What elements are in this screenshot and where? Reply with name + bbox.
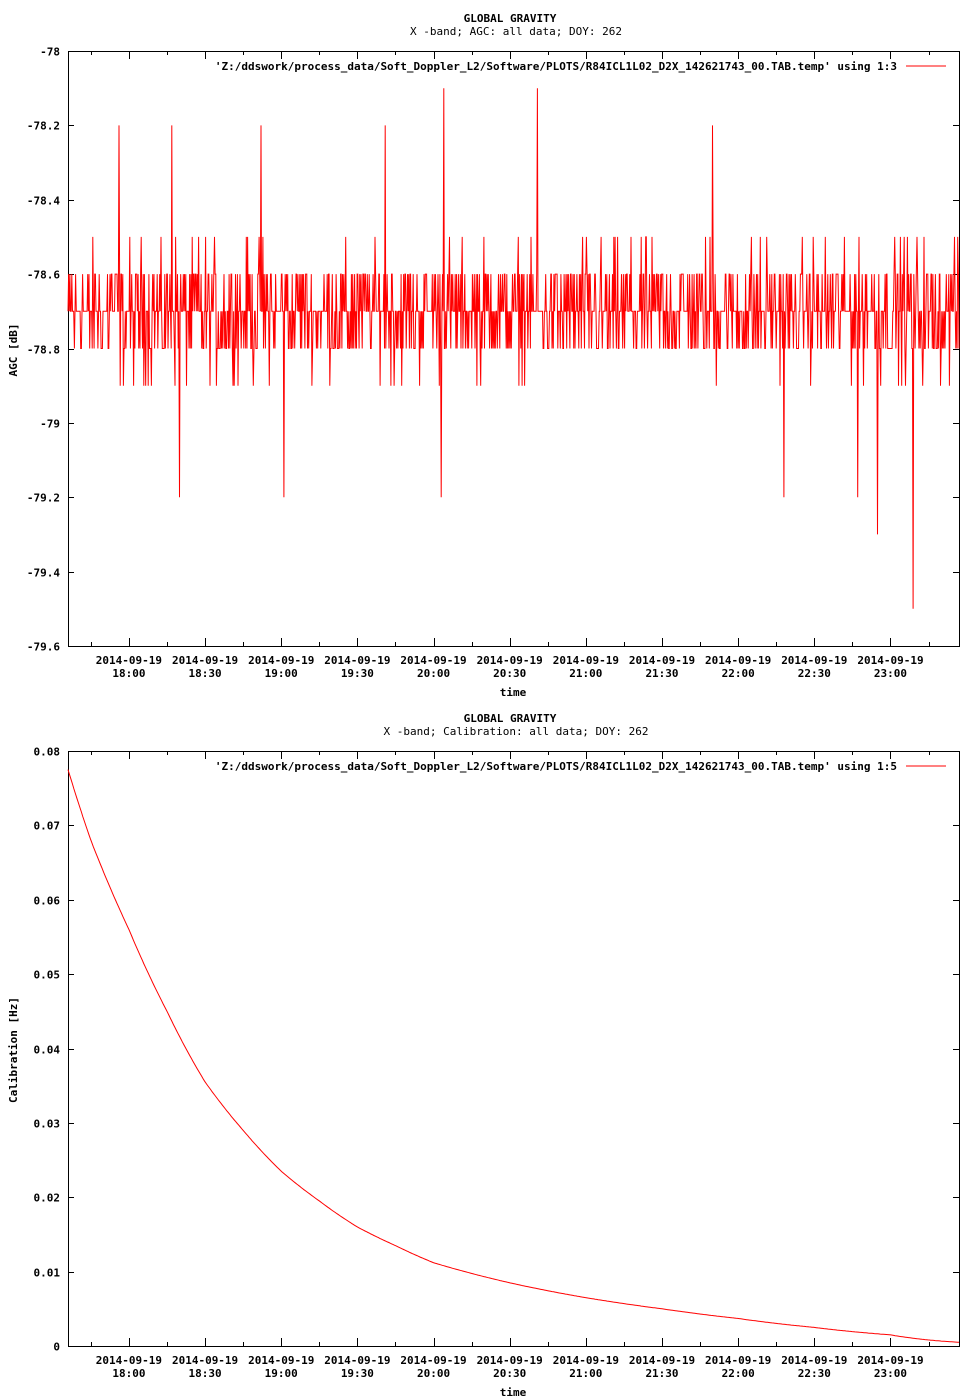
agc-x-tick-time: 21:30: [645, 667, 678, 680]
cal-x-tick-date: 2014-09-19: [400, 1354, 466, 1367]
agc-y-tick-label: -78: [40, 46, 60, 59]
cal-x-tick-time: 20:30: [493, 1367, 526, 1380]
agc-y-tick-label: -79: [40, 418, 60, 431]
agc-data-line: [67, 88, 960, 609]
agc-x-tick-date: 2014-09-19: [248, 654, 314, 667]
cal-y-tick-label: 0.08: [34, 746, 61, 759]
cal-x-tick-date: 2014-09-19: [629, 1354, 695, 1367]
agc-y-tick-label: -79.4: [27, 567, 60, 580]
agc-chart-panel: GLOBAL GRAVITY X -band; AGC: all data; D…: [7, 12, 960, 699]
calibration-chart-panel: GLOBAL GRAVITY X -band; Calibration: all…: [0, 700, 980, 1400]
cal-y-tick-label: 0.04: [34, 1044, 61, 1057]
agc-y-tick-label: -79.2: [27, 492, 60, 505]
agc-chart: GLOBAL GRAVITY X -band; AGC: all data; D…: [7, 12, 960, 699]
cal-x-tick-time: 22:30: [798, 1367, 831, 1380]
cal-x-tick-date: 2014-09-19: [477, 1354, 543, 1367]
agc-y-tick-label: -78.8: [27, 344, 60, 357]
agc-x-tick-date: 2014-09-19: [781, 654, 847, 667]
cal-y-tick-label: 0.01: [34, 1267, 61, 1280]
calibration-chart-title: GLOBAL GRAVITY: [464, 712, 557, 725]
cal-x-tick-time: 18:00: [112, 1367, 145, 1380]
agc-y-tick-label: -79.6: [27, 641, 60, 654]
agc-x-ticks: 2014-09-1918:002014-09-1918:302014-09-19…: [91, 51, 930, 680]
cal-y-tick-label: 0.02: [34, 1192, 61, 1205]
cal-x-tick-time: 21:00: [569, 1367, 602, 1380]
cal-x-tick-time: 18:30: [189, 1367, 222, 1380]
calibration-y-ticks: 0.08 0.07 0.06 0.05 0.04 0.03 0.02 0.01 0: [34, 746, 959, 1354]
agc-x-tick-time: 19:30: [341, 667, 374, 680]
agc-x-tick-time: 22:00: [722, 667, 755, 680]
cal-y-tick-label: 0.03: [34, 1118, 61, 1131]
agc-x-tick-date: 2014-09-19: [324, 654, 390, 667]
cal-x-tick-time: 23:00: [874, 1367, 907, 1380]
cal-x-tick-date: 2014-09-19: [781, 1354, 847, 1367]
cal-y-tick-label: 0.05: [34, 969, 61, 982]
agc-x-tick-time: 20:30: [493, 667, 526, 680]
agc-x-tick-time: 18:30: [189, 667, 222, 680]
agc-x-tick-date: 2014-09-19: [96, 654, 162, 667]
calibration-chart: GLOBAL GRAVITY X -band; Calibration: all…: [7, 712, 960, 1399]
cal-y-tick-label: 0: [53, 1341, 60, 1354]
agc-x-tick-time: 21:00: [569, 667, 602, 680]
agc-x-tick-date: 2014-09-19: [705, 654, 771, 667]
calibration-plot-frame: [68, 751, 960, 1347]
agc-y-ticks: -78 -78.2 -78.4 -78.6 -78.8 -79 -79.2 -79.4 -79.…: [27, 46, 959, 654]
agc-chart-subtitle: X -band; AGC: all data; DOY: 262: [410, 25, 622, 38]
calibration-x-ticks: 2014-09-1918:002014-09-1918:302014-09-19…: [91, 751, 930, 1380]
agc-x-tick-date: 2014-09-19: [477, 654, 543, 667]
agc-x-tick-time: 20:00: [417, 667, 450, 680]
cal-x-tick-date: 2014-09-19: [172, 1354, 238, 1367]
agc-y-tick-label: -78.4: [27, 195, 60, 208]
agc-x-tick-time: 18:00: [112, 667, 145, 680]
cal-x-tick-time: 20:00: [417, 1367, 450, 1380]
agc-plot-frame: [68, 51, 960, 647]
calibration-y-axis-label: Calibration [Hz]: [7, 997, 20, 1103]
cal-x-tick-time: 22:00: [722, 1367, 755, 1380]
cal-x-tick-date: 2014-09-19: [96, 1354, 162, 1367]
calibration-chart-subtitle: X -band; Calibration: all data; DOY: 262: [384, 725, 649, 738]
agc-y-tick-label: -78.6: [27, 269, 60, 282]
calibration-legend-label: 'Z:/ddswork/process_data/Soft_Doppler_L2…: [215, 760, 897, 773]
agc-x-tick-date: 2014-09-19: [172, 654, 238, 667]
agc-y-axis-label: AGC [dB]: [7, 324, 20, 377]
cal-x-tick-date: 2014-09-19: [857, 1354, 923, 1367]
cal-y-tick-label: 0.06: [34, 895, 61, 908]
cal-x-tick-date: 2014-09-19: [324, 1354, 390, 1367]
cal-x-tick-date: 2014-09-19: [553, 1354, 619, 1367]
agc-chart-title: GLOBAL GRAVITY: [464, 12, 557, 25]
agc-x-tick-time: 22:30: [798, 667, 831, 680]
calibration-data-line: [67, 769, 960, 1343]
agc-x-tick-time: 19:00: [265, 667, 298, 680]
agc-series-line: [67, 88, 960, 609]
agc-x-tick-date: 2014-09-19: [553, 654, 619, 667]
agc-x-tick-date: 2014-09-19: [629, 654, 695, 667]
cal-y-tick-label: 0.07: [34, 820, 61, 833]
cal-x-tick-date: 2014-09-19: [705, 1354, 771, 1367]
agc-x-tick-date: 2014-09-19: [400, 654, 466, 667]
calibration-x-axis-label: time: [500, 1386, 527, 1399]
agc-legend-label: 'Z:/ddswork/process_data/Soft_Doppler_L2…: [215, 60, 897, 73]
agc-x-tick-time: 23:00: [874, 667, 907, 680]
calibration-series-line: [67, 769, 960, 1343]
agc-x-tick-date: 2014-09-19: [857, 654, 923, 667]
cal-x-tick-date: 2014-09-19: [248, 1354, 314, 1367]
cal-x-tick-time: 21:30: [645, 1367, 678, 1380]
cal-x-tick-time: 19:30: [341, 1367, 374, 1380]
cal-x-tick-time: 19:00: [265, 1367, 298, 1380]
agc-y-tick-label: -78.2: [27, 120, 60, 133]
agc-x-axis-label: time: [500, 686, 527, 699]
